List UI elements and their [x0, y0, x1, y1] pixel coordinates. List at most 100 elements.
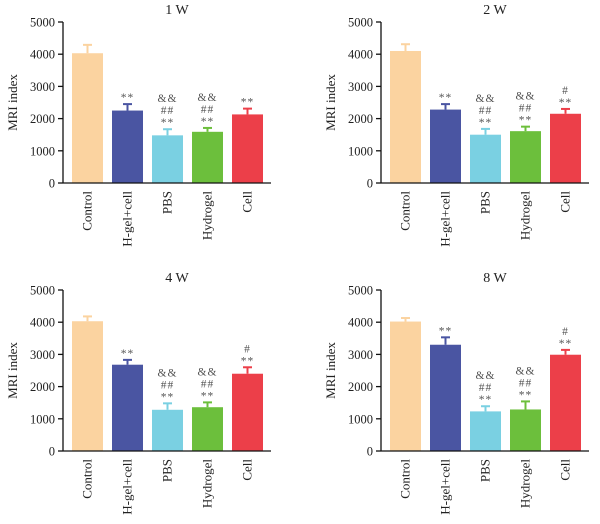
y-tick-label: 5000 [30, 16, 55, 30]
bar [470, 411, 501, 451]
significance-mark: ## [519, 377, 533, 389]
significance-mark: ## [479, 105, 493, 117]
x-tick-label: Hydrogel [200, 191, 215, 240]
significance-mark: ** [201, 116, 215, 128]
bar [510, 131, 541, 183]
significance-mark: && [158, 93, 178, 105]
y-tick-label: 1000 [30, 144, 55, 158]
significance-mark: && [516, 91, 536, 103]
x-tick-label: Control [398, 459, 413, 499]
x-tick-label: PBS [478, 191, 493, 214]
significance-mark: && [516, 365, 536, 377]
bar [510, 409, 541, 451]
y-tick-label: 1000 [30, 412, 55, 426]
x-tick-label: Cell [240, 191, 255, 213]
bar [192, 407, 223, 451]
y-tick-label: 0 [49, 177, 55, 191]
significance-mark: ## [161, 105, 175, 117]
significance-mark: && [198, 366, 218, 378]
bar [390, 321, 421, 451]
significance-mark: && [476, 93, 496, 105]
chart-title: 2 W [483, 3, 507, 18]
significance-mark: ## [201, 104, 215, 116]
x-tick-label: Hydrogel [200, 459, 215, 508]
bar [430, 109, 461, 183]
significance-mark: ** [161, 117, 175, 129]
chart-title: 4 W [165, 271, 189, 286]
x-tick-label: PBS [478, 459, 493, 482]
significance-mark: ## [479, 382, 493, 394]
significance-mark: # [562, 85, 569, 97]
bar [152, 135, 183, 183]
significance-mark: ** [439, 325, 453, 337]
bar [72, 321, 103, 451]
chart-title: 8 W [483, 271, 507, 286]
y-tick-label: 5000 [348, 16, 373, 30]
x-tick-label: H-gel+cell [438, 459, 453, 515]
y-tick-label: 2000 [348, 112, 373, 126]
y-tick-label: 3000 [348, 80, 373, 94]
x-tick-label: Cell [558, 191, 573, 213]
bar [232, 114, 263, 183]
bar [112, 110, 143, 183]
x-tick-label: Hydrogel [518, 191, 533, 240]
significance-mark: && [476, 370, 496, 382]
significance-mark: ** [439, 92, 453, 104]
x-tick-label: H-gel+cell [120, 191, 135, 247]
bar [470, 134, 501, 183]
bar [152, 409, 183, 451]
significance-mark: # [244, 343, 251, 355]
y-tick-label: 3000 [30, 80, 55, 94]
x-tick-label: Cell [240, 459, 255, 481]
significance-mark: ## [519, 103, 533, 115]
significance-mark: ## [201, 378, 215, 390]
x-tick-label: Control [398, 191, 413, 231]
significance-mark: && [198, 92, 218, 104]
significance-mark: && [158, 367, 178, 379]
significance-mark: ** [559, 97, 573, 109]
y-tick-label: 2000 [348, 380, 373, 394]
y-tick-label: 0 [367, 177, 373, 191]
x-tick-label: H-gel+cell [438, 191, 453, 247]
significance-mark: ** [241, 355, 255, 367]
significance-mark: ** [201, 390, 215, 402]
y-tick-label: 4000 [348, 316, 373, 330]
x-tick-label: Hydrogel [518, 459, 533, 508]
bar [550, 113, 581, 183]
y-tick-label: 4000 [30, 48, 55, 62]
bar [550, 354, 581, 451]
y-tick-label: 2000 [30, 112, 55, 126]
x-tick-label: Control [80, 459, 95, 499]
x-tick-label: PBS [160, 191, 175, 214]
significance-mark: ** [559, 338, 573, 350]
bar [430, 344, 461, 451]
y-tick-label: 5000 [348, 284, 373, 298]
y-tick-label: 3000 [30, 348, 55, 362]
y-tick-label: 3000 [348, 348, 373, 362]
significance-mark: # [562, 326, 569, 338]
x-tick-label: H-gel+cell [120, 459, 135, 515]
significance-mark: ** [479, 117, 493, 129]
y-axis-title: MRI index [323, 342, 338, 399]
y-tick-label: 1000 [348, 144, 373, 158]
y-tick-label: 0 [367, 445, 373, 459]
significance-mark: ## [161, 379, 175, 391]
y-tick-label: 4000 [348, 48, 373, 62]
x-tick-label: Cell [558, 459, 573, 481]
significance-mark: ** [241, 97, 255, 109]
significance-mark: ** [519, 115, 533, 127]
y-tick-label: 2000 [30, 380, 55, 394]
significance-mark: ** [479, 394, 493, 406]
y-tick-label: 5000 [30, 284, 55, 298]
bar [72, 53, 103, 183]
x-tick-label: PBS [160, 459, 175, 482]
chart-title: 1 W [165, 3, 189, 18]
y-axis-title: MRI index [323, 74, 338, 131]
bar [192, 131, 223, 183]
